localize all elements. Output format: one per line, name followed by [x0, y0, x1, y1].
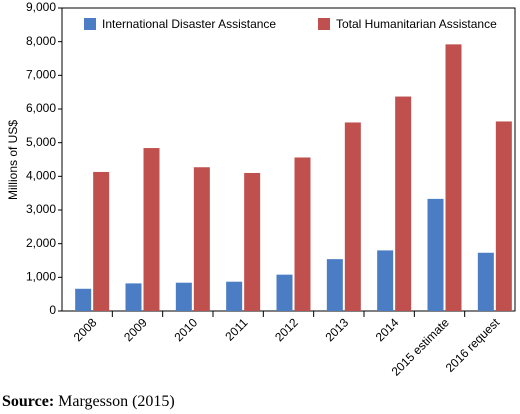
bar — [326, 259, 343, 311]
bar — [75, 288, 92, 311]
y-tick-label: 4,000 — [26, 169, 56, 183]
source: Source: Margesson (2015) — [2, 393, 175, 410]
bar — [395, 96, 412, 311]
x-tick-label: 2010 — [171, 315, 200, 344]
bar — [377, 250, 394, 311]
legend-swatch — [318, 18, 330, 30]
y-tick-label: 7,000 — [26, 68, 56, 82]
legend-swatch — [84, 18, 96, 30]
bar — [226, 281, 243, 311]
x-tick-label: 2012 — [272, 315, 301, 344]
y-tick-label: 3,000 — [26, 202, 56, 216]
bar — [175, 282, 192, 311]
bar — [344, 122, 361, 311]
bar — [495, 121, 512, 311]
x-tick-label: 2009 — [121, 315, 150, 344]
legend-label: Total Humanitarian Assistance — [336, 17, 497, 31]
y-tick-label: 1,000 — [26, 270, 56, 284]
bar — [294, 157, 311, 311]
x-tick-label: 2016 request — [443, 315, 503, 375]
y-tick-label: 5,000 — [26, 135, 56, 149]
x-tick-label: 2011 — [222, 315, 250, 343]
y-tick-label: 0 — [49, 303, 56, 317]
bar — [193, 167, 210, 311]
y-tick-label: 8,000 — [26, 34, 56, 48]
y-tick-label: 2,000 — [26, 236, 56, 250]
y-tick-label: 9,000 — [26, 0, 56, 14]
legend-label: International Disaster Assistance — [102, 17, 276, 31]
bar — [477, 252, 494, 311]
x-tick-label: 2013 — [322, 315, 351, 344]
bar — [427, 198, 444, 311]
x-tick-label: 2008 — [71, 315, 100, 344]
bar — [93, 171, 110, 311]
source-text: Margesson (2015) — [58, 393, 175, 410]
bar — [445, 44, 462, 312]
x-tick-label: 2014 — [373, 315, 402, 344]
y-axis-title: Millions of US$ — [6, 120, 20, 200]
bar — [244, 172, 261, 311]
source-label: Source: — [2, 393, 54, 410]
y-tick-label: 6,000 — [26, 101, 56, 115]
bar — [125, 283, 142, 311]
bar — [276, 274, 293, 311]
bar — [143, 148, 160, 311]
